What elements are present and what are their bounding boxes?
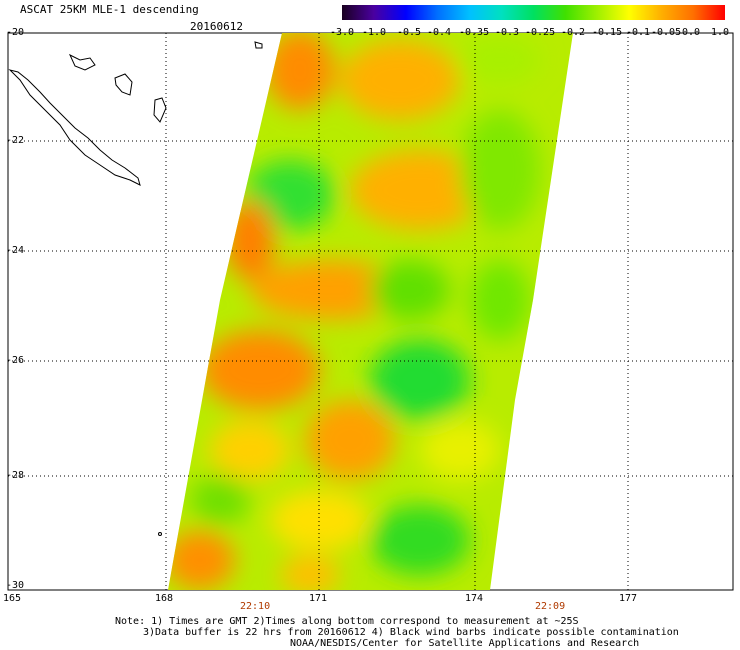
graticule xyxy=(8,33,733,590)
map-date: 20160612 xyxy=(190,20,243,33)
lat-label: -30 xyxy=(6,580,25,591)
colorbar-tick: -0.2 xyxy=(561,27,586,38)
lat-label: -28 xyxy=(6,470,25,481)
ascat-swath xyxy=(168,33,573,590)
lon-label: 168 xyxy=(155,593,174,604)
colorbar-tick: 1.0 xyxy=(711,27,730,38)
colorbar-tick: -0.15 xyxy=(592,27,623,38)
colorbar-tick: -0.4 xyxy=(427,27,452,38)
footnote-line-1: Note: 1) Times are GMT 2)Times along bot… xyxy=(115,616,579,627)
colorbar-tick: 0.0 xyxy=(682,27,701,38)
colorbar-tick: -3.0 xyxy=(330,27,355,38)
colorbar-tick: -0.5 xyxy=(397,27,422,38)
colorbar-tick: -0.35 xyxy=(459,27,490,38)
colorbar xyxy=(342,5,725,20)
colorbar-tick: -0.3 xyxy=(495,27,520,38)
pass-time-right: 22:09 xyxy=(535,601,566,612)
lon-label: 177 xyxy=(619,593,638,604)
lon-label: 171 xyxy=(309,593,328,604)
lat-label: -22 xyxy=(6,135,25,146)
lon-label: 165 xyxy=(3,593,22,604)
colorbar-tick: -0.05 xyxy=(651,27,682,38)
footnote-line-2: 3)Data buffer is 22 hrs from 20160612 4)… xyxy=(143,627,679,638)
lon-label: 174 xyxy=(465,593,484,604)
map-title: ASCAT 25KM MLE-1 descending xyxy=(20,3,199,16)
pass-time-left: 22:10 xyxy=(240,601,271,612)
lat-label: -24 xyxy=(6,245,25,256)
lat-label: -20 xyxy=(6,27,25,38)
footnote-credit: NOAA/NESDIS/Center for Satellite Applica… xyxy=(290,638,640,649)
coastline xyxy=(8,41,263,536)
lat-label: -26 xyxy=(6,355,25,366)
colorbar-tick: -1.0 xyxy=(362,27,387,38)
colorbar-tick: -0.1 xyxy=(626,27,651,38)
colorbar-tick: -0.25 xyxy=(525,27,556,38)
